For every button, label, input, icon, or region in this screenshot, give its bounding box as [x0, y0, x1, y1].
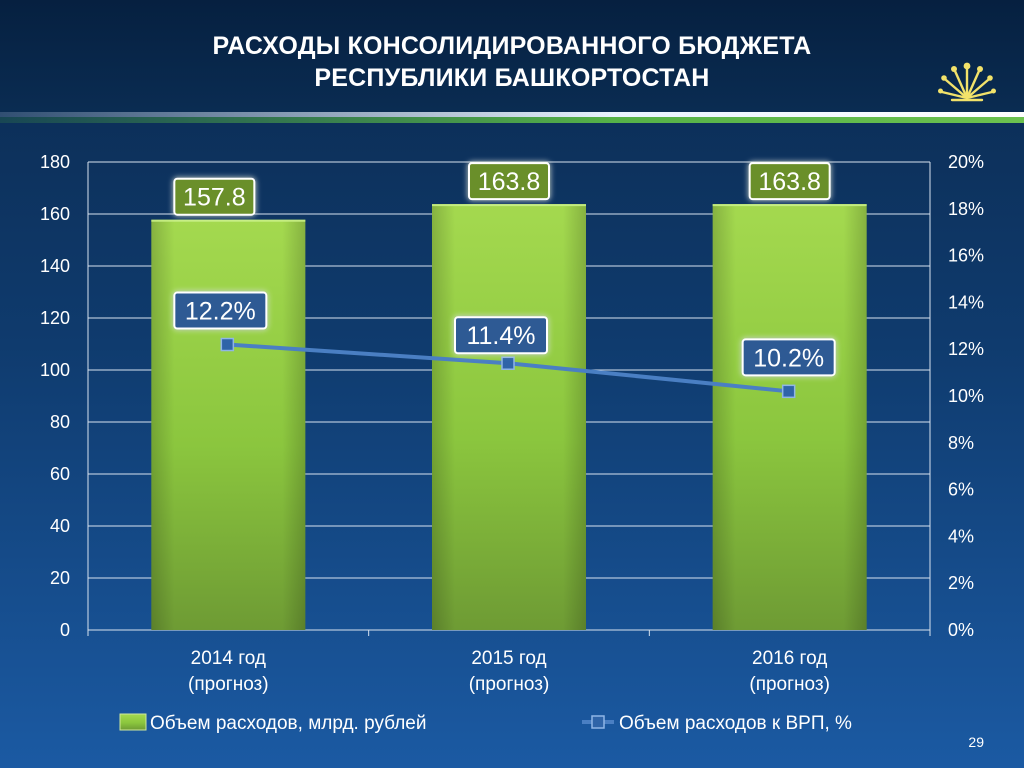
y-tick-label: 40 — [50, 516, 70, 536]
bar-value-label-box — [173, 177, 256, 216]
y2-tick-label: 8% — [948, 433, 974, 453]
y-tick-label: 160 — [40, 204, 70, 224]
y2-tick-label: 20% — [948, 152, 984, 172]
bar-top-highlight — [151, 219, 306, 222]
bar-value-label: 157.8 — [183, 184, 246, 212]
bar-top-highlight — [432, 204, 586, 207]
header-band — [0, 0, 1024, 112]
x-category-label: 2014 год — [191, 648, 266, 669]
budget-chart: 0 20 40 60 80 100 120 140 160 180 0% 2% 4% 6% 8% 10% 12%… — [40, 152, 984, 734]
header-divider-green — [0, 117, 1024, 123]
x-category-label: 2015 год — [471, 648, 546, 669]
bar-value-label-box — [748, 162, 831, 201]
ratio-marker — [501, 356, 515, 370]
legend-bar-swatch — [119, 713, 147, 731]
legend-bar-label: Объем расходов, млрд. рублей — [150, 713, 426, 734]
y2-tick-label: 16% — [948, 246, 984, 266]
y2-tick-label: 0% — [948, 620, 974, 640]
bar-value-label: 163.8 — [478, 168, 541, 196]
y-tick-label: 80 — [50, 412, 70, 432]
line-value-label-box — [454, 316, 548, 355]
bar-shade — [151, 219, 306, 630]
title-line-1: РАСХОДЫ КОНСОЛИДИРОВАННОГО БЮДЖЕТА — [212, 32, 812, 60]
header-divider-white — [0, 112, 1024, 117]
page-title: РАСХОДЫ КОНСОЛИДИРОВАННОГО БЮДЖЕТА РЕСПУ… — [0, 30, 1024, 94]
x-category-label: (прогноз) — [749, 674, 830, 695]
legend-line-marker — [591, 715, 605, 729]
bar-top-highlight — [712, 204, 867, 207]
y-tick-label: 180 — [40, 152, 70, 172]
y-tick-label: 60 — [50, 464, 70, 484]
ratio-marker — [220, 337, 235, 352]
x-category-label: 2016 год — [752, 648, 827, 669]
kurai-flower-logo-icon — [938, 62, 996, 102]
line-value-label-box — [741, 338, 836, 377]
y2-tick-label: 18% — [948, 199, 984, 219]
line-value-label: 11.4% — [466, 322, 535, 350]
title-line-2: РЕСПУБЛИКИ БАШКОРТОСТАН — [314, 64, 710, 92]
y2-tick-label: 6% — [948, 480, 974, 500]
y-tick-label: 20 — [50, 568, 70, 588]
y-tick-label: 0 — [60, 620, 70, 640]
x-category-label: (прогноз) — [188, 674, 269, 695]
y2-tick-label: 10% — [948, 386, 984, 406]
ratio-marker — [781, 384, 796, 399]
y2-tick-label: 4% — [948, 526, 974, 546]
y2-tick-label: 2% — [948, 573, 974, 593]
bar-shade — [432, 204, 586, 630]
line-value-label: 10.2% — [753, 344, 824, 372]
bar-value-label: 163.8 — [758, 168, 821, 196]
x-category-label: (прогноз) — [469, 674, 550, 695]
y-tick-label: 120 — [40, 308, 70, 328]
y-tick-label: 100 — [40, 360, 70, 380]
bar-shade — [712, 204, 867, 630]
bar-value-label-box — [468, 162, 550, 201]
line-value-label: 12.2% — [185, 298, 256, 326]
page-number: 29 — [968, 734, 984, 750]
line-value-label-box — [173, 291, 268, 330]
y2-tick-label: 14% — [948, 292, 984, 312]
y2-tick-label: 12% — [948, 339, 984, 359]
legend-line-label: Объем расходов к ВРП, % — [619, 713, 852, 734]
y-tick-label: 140 — [40, 256, 70, 276]
